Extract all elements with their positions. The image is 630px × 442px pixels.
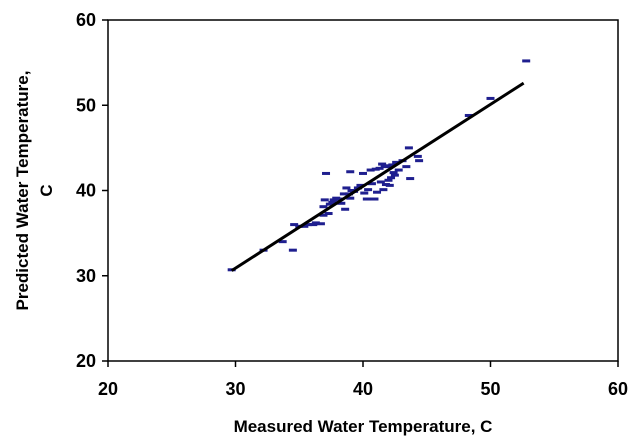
data-point [390, 173, 399, 177]
data-point [383, 165, 392, 169]
y-tick-label: 60 [76, 10, 96, 30]
data-point [367, 182, 376, 186]
data-point [376, 180, 385, 184]
data-point [522, 59, 531, 63]
data-point [322, 171, 331, 175]
data-point [360, 191, 369, 195]
data-point [356, 183, 365, 187]
data-point [387, 176, 396, 180]
data-point [373, 190, 382, 194]
data-point [290, 223, 299, 227]
data-point [311, 221, 320, 225]
data-point [392, 160, 401, 164]
data-point [339, 192, 348, 196]
data-point [389, 171, 398, 175]
data-point [334, 197, 343, 201]
data-point [278, 240, 287, 244]
x-axis: 20 30 40 50 60 [98, 361, 628, 399]
data-point [394, 168, 403, 172]
data-point [329, 198, 338, 202]
data-point [406, 177, 415, 181]
data-point [346, 170, 355, 174]
x-tick-label: 60 [608, 379, 628, 399]
data-point [375, 166, 384, 170]
data-point [388, 163, 397, 167]
data-point [378, 162, 387, 166]
data-point [328, 200, 337, 204]
data-point [346, 196, 355, 200]
y-axis-title-line-1: Predicted Water Temperature, [13, 71, 32, 311]
data-point [300, 224, 309, 228]
plot-area [107, 19, 619, 362]
data-point [370, 197, 379, 201]
x-tick-label: 30 [225, 379, 245, 399]
plot-frame [107, 19, 619, 362]
y-tick-label: 20 [76, 351, 96, 371]
data-point [319, 213, 328, 217]
x-axis-title: Measured Water Temperature, C [234, 417, 493, 436]
data-point [316, 222, 325, 226]
data-point [304, 223, 313, 227]
data-point [325, 202, 334, 206]
data-point [404, 146, 413, 150]
data-point [341, 207, 350, 211]
data-point [402, 165, 411, 169]
data-point [464, 113, 473, 117]
data-point [362, 197, 371, 201]
data-point [342, 186, 351, 190]
data-point [309, 223, 318, 227]
y-axis: 20 30 40 50 60 [76, 10, 108, 371]
data-points [227, 59, 531, 272]
x-tick-label: 50 [480, 379, 500, 399]
data-point [384, 178, 393, 182]
data-point [366, 168, 375, 172]
data-point [415, 159, 424, 163]
data-point [319, 205, 328, 209]
data-point [324, 212, 333, 216]
data-point [486, 96, 495, 100]
y-tick-label: 30 [76, 266, 96, 286]
data-point [413, 154, 422, 158]
data-point [288, 248, 297, 252]
fit-line [230, 81, 525, 272]
data-point [320, 198, 329, 202]
data-point [385, 183, 394, 187]
y-tick-label: 50 [76, 95, 96, 115]
data-point [364, 188, 373, 192]
y-axis-title-line-2: C [37, 184, 56, 196]
data-point [379, 188, 388, 192]
x-tick-label: 20 [98, 379, 118, 399]
data-point [337, 201, 346, 205]
data-point [359, 171, 367, 175]
x-tick-label: 40 [353, 379, 373, 399]
y-tick-label: 40 [76, 181, 96, 201]
